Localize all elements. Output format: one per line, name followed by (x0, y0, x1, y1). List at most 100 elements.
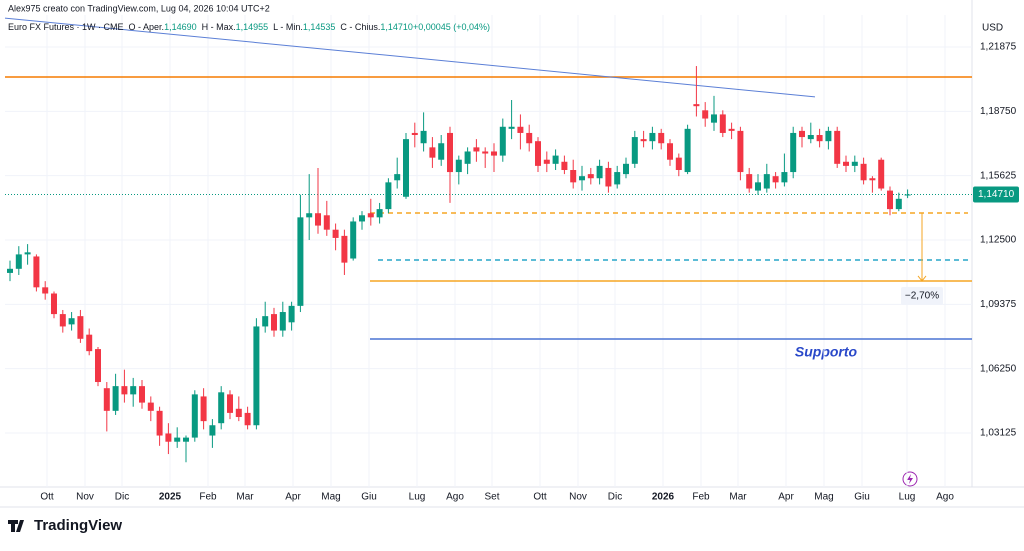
x-tick-label: Lug (899, 492, 916, 503)
alert-icon-bolt (907, 474, 913, 484)
candle-body (746, 174, 753, 189)
candle-body (7, 268, 13, 273)
candle-body (130, 386, 137, 395)
candle-body (535, 141, 541, 166)
candle-body (640, 139, 647, 142)
candle-body (755, 182, 761, 191)
candle-body (367, 213, 374, 218)
candle-body (543, 159, 550, 164)
legend-open-label: O - Aper. (129, 22, 165, 32)
candle-body (332, 229, 339, 238)
candle-body (904, 194, 911, 196)
candle-body (262, 316, 269, 327)
x-tick-label: Giu (361, 492, 377, 503)
candle-body (719, 114, 726, 133)
x-tick-label: Dic (608, 492, 622, 503)
candle-body (235, 408, 242, 418)
candle-body (455, 159, 462, 173)
candle-body (429, 147, 436, 158)
candle-body (218, 392, 225, 424)
x-tick-label: Apr (285, 492, 301, 503)
candle-body (807, 135, 814, 140)
y-tick-label: 1,03125 (980, 428, 1017, 439)
legend-change: +0,00045 (+0,04%) (413, 22, 490, 32)
x-tick-label: Nov (569, 492, 587, 503)
candle-body (385, 182, 392, 210)
x-tick-label: Mag (814, 492, 833, 503)
candle-body (147, 402, 154, 411)
legend-close: 1,14710 (380, 22, 413, 32)
candle-body (508, 126, 515, 129)
candle-body (491, 151, 497, 156)
candle-body (227, 394, 233, 413)
x-tick-label: Ago (446, 492, 464, 503)
candle-body (658, 132, 665, 144)
candle-body (623, 163, 629, 175)
candle-body (851, 161, 858, 166)
candle-body (403, 139, 409, 197)
candle-body (394, 174, 401, 181)
candle-body (68, 318, 75, 325)
candle-body (209, 425, 216, 436)
candle-body (878, 159, 885, 189)
legend-close-label: C - Chius. (340, 22, 380, 32)
candle-body (526, 132, 533, 144)
candle-body (895, 198, 902, 210)
candle-body (737, 130, 744, 173)
candle-body (306, 213, 313, 218)
candle-body (103, 388, 110, 411)
credit: Alex975 creato con TradingView.com, Lug … (8, 3, 270, 13)
candle-body (447, 132, 453, 173)
trendline (4, 17, 816, 98)
candle-body (51, 293, 57, 315)
candle-body (499, 126, 506, 156)
candle-body (86, 334, 93, 352)
candle-body (376, 209, 383, 218)
x-tick-label: Feb (199, 492, 217, 503)
candle-body (279, 312, 286, 331)
alert-icon[interactable] (902, 471, 918, 487)
candle-body (816, 135, 823, 142)
candle-body (649, 132, 656, 142)
measure-arrow-head (917, 275, 927, 282)
candle-body (561, 161, 568, 171)
candle-body (420, 130, 427, 144)
candle-body (112, 386, 119, 411)
x-tick-label: Nov (76, 492, 94, 503)
candle-body (95, 349, 101, 383)
x-tick-label: Mag (321, 492, 340, 503)
candle-body (570, 170, 577, 183)
candle-body (15, 254, 22, 269)
x-tick-label: Ott (40, 492, 54, 503)
support-label: Supporto (795, 344, 858, 360)
candle-body (315, 213, 321, 226)
candle-body (587, 174, 594, 179)
last-price-tag (973, 186, 1019, 203)
candle-body (772, 176, 779, 183)
y-tick-label: 1,18750 (980, 106, 1017, 117)
y-tick-label: 1,06250 (980, 363, 1017, 374)
brand-logo (8, 520, 24, 532)
candle-body (191, 394, 198, 438)
x-tick-label: Lug (409, 492, 426, 503)
candle-body (517, 126, 524, 133)
candle-body (77, 316, 84, 339)
candle-body (552, 155, 559, 164)
legend-symbol: Euro FX Futures · 1W · CME (8, 22, 124, 32)
legend: Euro FX Futures · 1W · CME O - Aper.1,146… (8, 22, 490, 32)
candle-body (200, 396, 207, 422)
candle-body (631, 137, 638, 164)
candle-body (183, 437, 189, 442)
candle-body (763, 174, 770, 189)
last-price-label: 1,14710 (978, 189, 1015, 200)
candle-body (253, 326, 260, 426)
x-tick-label: Dic (115, 492, 129, 503)
y-tick-label: 1,09375 (980, 299, 1017, 310)
candle-body (350, 221, 357, 259)
candle-body (411, 132, 418, 136)
candle-body (42, 287, 49, 294)
x-tick-label: 2026 (652, 492, 675, 503)
x-tick-label: 2025 (159, 492, 182, 503)
